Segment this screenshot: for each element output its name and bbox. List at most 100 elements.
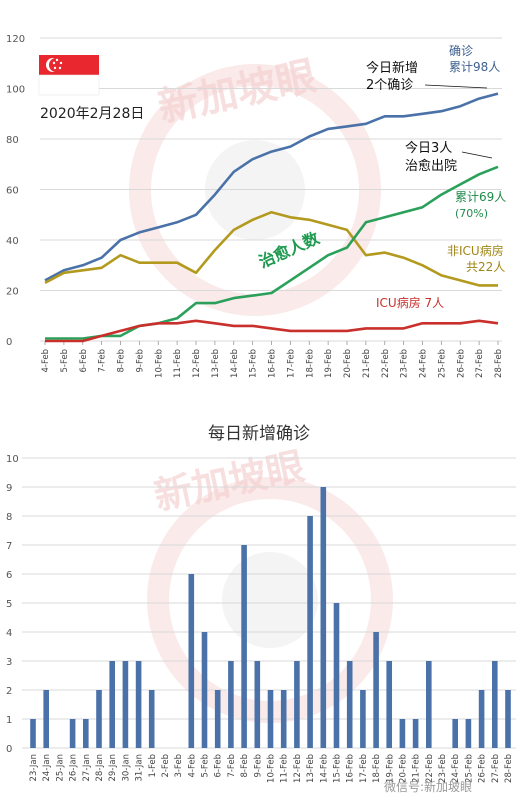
y-tick-label: 40 [6, 236, 19, 247]
x-tick-label: 13-Feb [211, 349, 221, 378]
x-tick-label: 9-Feb [253, 754, 263, 778]
bar [465, 719, 472, 748]
confirmed-label-line1: 确诊 [449, 44, 473, 58]
x-tick-label: 18-Feb [372, 754, 382, 783]
x-tick-label: 27-Feb [475, 349, 485, 378]
x-tick-label: 17-Feb [359, 754, 369, 783]
today-recovered-label-line1: 今日3人 [405, 140, 452, 156]
x-tick-label: 21-Feb [362, 349, 372, 378]
bar [188, 574, 195, 748]
y-tick-label: 6 [6, 570, 12, 581]
today-recovered-label-line2: 治愈出院 [405, 159, 457, 174]
y-tick-label: 10 [6, 454, 19, 465]
y-tick-label: 5 [6, 599, 12, 610]
bar [30, 719, 36, 748]
x-tick-label: 9-Feb [135, 349, 145, 373]
bar [214, 690, 221, 748]
y-tick-label: 20 [6, 287, 19, 298]
today-new-arrow [424, 84, 488, 89]
x-tick-label: 4-Feb [41, 349, 51, 373]
x-tick-label: 19-Feb [385, 754, 395, 783]
x-tick-label: 20-Feb [398, 754, 408, 783]
x-tick-label: 30-Jan [121, 754, 131, 781]
x-tick-label: 23-Feb [438, 754, 448, 783]
footer-watermark: 微信号:新加坡眼 [384, 779, 472, 794]
x-tick-label: 1-Feb [148, 754, 158, 778]
x-tick-label: 16-Feb [346, 754, 356, 783]
watermark-center-bottom [222, 552, 318, 648]
x-tick-label: 17-Feb [286, 349, 296, 378]
series-line-recovered [45, 165, 499, 340]
bar-chart-title: 每日新增确诊 [208, 424, 310, 444]
x-tick-label: 2-Feb [161, 754, 171, 778]
x-tick-label: 18-Feb [305, 349, 315, 378]
bar [148, 690, 155, 748]
recovered-total-line2: (70%) [455, 207, 488, 220]
bar [122, 661, 129, 748]
series-line-icu [45, 319, 499, 343]
x-tick-label: 6-Feb [79, 349, 89, 373]
series-line-confirmed [44, 92, 499, 282]
bar [412, 719, 419, 748]
x-tick-label: 11-Feb [173, 349, 183, 378]
series-line-nonicu [44, 210, 498, 287]
x-tick-label: 10-Feb [154, 349, 164, 378]
y-tick-label: 3 [6, 657, 12, 668]
y-tick-label: 100 [6, 85, 25, 96]
bar [452, 719, 458, 748]
bar [241, 545, 247, 748]
bar [492, 661, 498, 748]
x-tick-label: 12-Feb [293, 754, 303, 783]
x-tick-label: 10-Feb [267, 754, 277, 783]
x-tick-label: 27-Feb [491, 754, 501, 783]
bar [201, 632, 208, 748]
x-tick-label: 14-Feb [230, 349, 240, 378]
today-new-label-line2: 2个确诊 [366, 78, 413, 93]
y-tick-label: 9 [6, 483, 12, 494]
bar [294, 661, 300, 748]
x-tick-label: 16-Feb [268, 349, 278, 378]
bar [426, 661, 432, 748]
y-tick-label: 1 [6, 715, 12, 726]
x-tick-label: 26-Feb [478, 754, 488, 783]
y-tick-label: 2 [6, 686, 12, 697]
x-tick-label: 23-Feb [400, 349, 410, 378]
x-tick-label: 21-Feb [412, 754, 422, 783]
x-tick-label: 22-Feb [425, 754, 435, 783]
icu-label: ICU病房 7人 [376, 295, 444, 310]
bar [267, 690, 274, 748]
recovered-total-line1: 累计69人 [455, 190, 506, 204]
x-tick-label: 5-Feb [201, 754, 211, 778]
y-tick-label: 7 [6, 541, 12, 552]
x-tick-label: 22-Feb [381, 349, 391, 378]
x-tick-label: 14-Feb [319, 754, 329, 783]
bar [228, 661, 234, 748]
nonicu-label-line2: 共22人 [466, 260, 505, 274]
x-tick-label: 28-Feb [504, 754, 514, 783]
x-tick-label: 25-Feb [437, 349, 447, 378]
x-tick-label: 7-Feb [98, 349, 108, 373]
bar [360, 690, 366, 748]
x-tick-label: 12-Feb [192, 349, 202, 378]
x-tick-label: 24-Jan [42, 754, 52, 781]
x-tick-label: 7-Feb [227, 754, 237, 778]
bar [307, 516, 313, 748]
bar [83, 719, 89, 748]
bar [280, 690, 287, 748]
bar [333, 603, 340, 748]
x-tick-label: 13-Feb [306, 754, 316, 783]
x-tick-label: 26-Feb [456, 349, 466, 378]
y-tick-label: 0 [6, 744, 12, 755]
bar [346, 661, 353, 748]
today-recovered-arrow [461, 151, 493, 159]
bar [399, 719, 406, 748]
x-tick-label: 4-Feb [187, 754, 197, 778]
bar [69, 719, 76, 748]
bar [43, 690, 49, 748]
x-tick-label: 8-Feb [117, 349, 127, 373]
x-tick-label: 19-Feb [324, 349, 334, 378]
x-tick-label: 31-Jan [135, 754, 145, 781]
